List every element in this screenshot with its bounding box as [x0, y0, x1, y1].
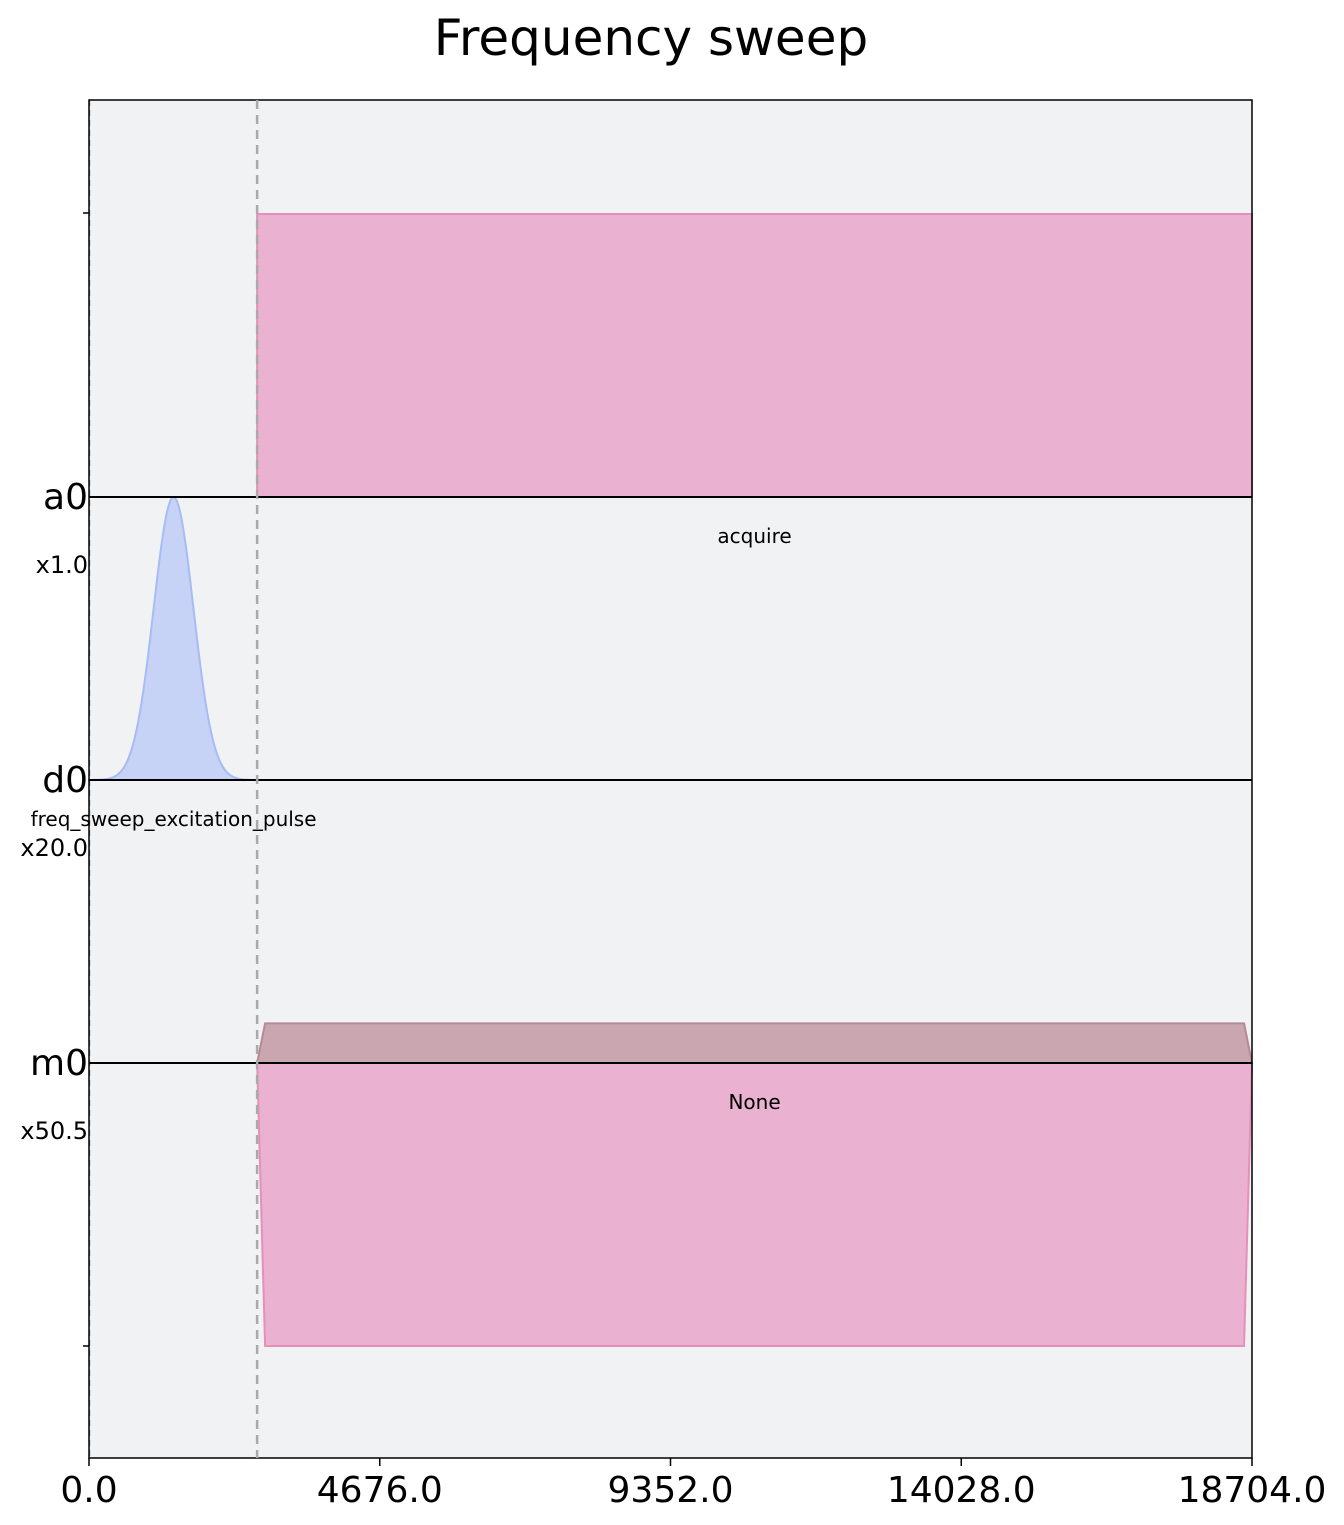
channel-a0	[256, 213, 1254, 498]
channel-label-a0: a0	[43, 477, 88, 518]
chart-title: Frequency sweep	[434, 9, 868, 67]
x-tick-label-3: 14028.0	[887, 1470, 1036, 1511]
acquire-block-a0	[256, 213, 1254, 498]
annotation-m0: None	[728, 1090, 780, 1114]
channel-label-m0: m0	[30, 1043, 88, 1084]
annotation-a0: acquire	[717, 524, 791, 548]
x-tick-label-1: 4676.0	[317, 1470, 443, 1511]
annotation-d0: freq_sweep_excitation_pulse	[31, 807, 317, 831]
channel-label-d0: d0	[42, 760, 88, 801]
scale-label-a0: x1.0	[36, 551, 88, 579]
gaussian-square-imag-m0	[255, 1022, 1254, 1064]
x-tick-label-0: 0.0	[60, 1470, 117, 1511]
channel-m0	[255, 1022, 1254, 1347]
channel-d0	[88, 495, 250, 781]
gaussian-pulse-d0	[88, 495, 250, 781]
scale-label-d0: x20.0	[20, 834, 88, 862]
x-tick-label-4: 18704.0	[1178, 1470, 1327, 1511]
scale-label-m0: x50.5	[20, 1117, 88, 1145]
x-tick-label-2: 9352.0	[608, 1470, 734, 1511]
